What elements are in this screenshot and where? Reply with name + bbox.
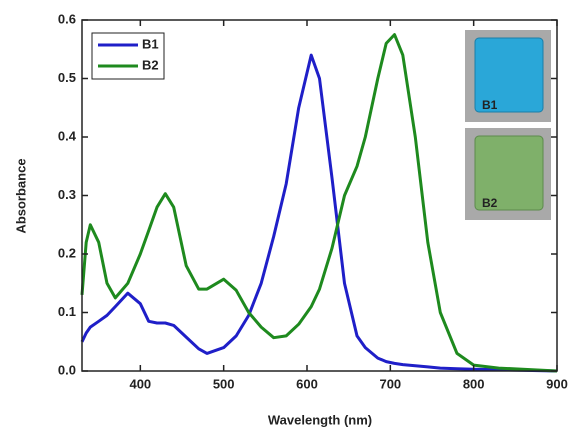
x-tick-label: 900: [546, 376, 568, 391]
y-tick-label: 0.0: [58, 362, 76, 377]
y-axis-label: Absorbance: [13, 158, 28, 233]
legend-label: B1: [142, 36, 159, 51]
inset-film: [474, 37, 544, 113]
y-tick-label: 0.1: [58, 304, 76, 319]
legend-box: [91, 32, 165, 80]
x-tick-label: 400: [129, 376, 151, 391]
y-tick-label: 0.4: [58, 128, 77, 143]
y-tick-label: 0.6: [58, 11, 76, 26]
y-tick-label: 0.3: [58, 187, 76, 202]
x-tick-label: 700: [379, 376, 401, 391]
legend-label: B2: [142, 57, 159, 72]
y-tick-label: 0.5: [58, 70, 76, 85]
x-axis-label: Wavelength (nm): [268, 412, 372, 427]
x-tick-label: 800: [463, 376, 485, 391]
y-tick-label: 0.2: [58, 245, 76, 260]
inset-film: [474, 135, 544, 211]
series-line: [80, 33, 558, 373]
inset-label: B1: [482, 98, 498, 112]
x-tick-label: 600: [296, 376, 318, 391]
inset-label: B2: [482, 196, 498, 210]
x-tick-label: 500: [213, 376, 235, 391]
series-line: [80, 53, 558, 373]
